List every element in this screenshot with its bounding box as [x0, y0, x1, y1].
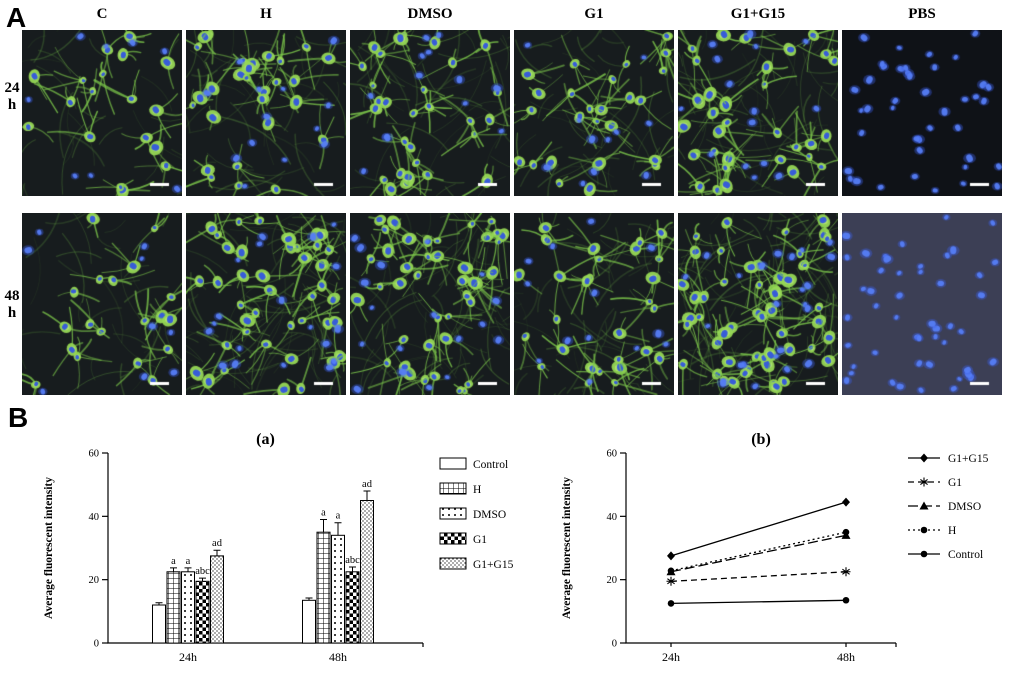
- significance-label: ad: [362, 479, 373, 490]
- micrograph-dmso-48h: [350, 213, 510, 395]
- bar-chart-svg: (a) Average fluorescent intensity 0 20 40 60 2…: [43, 431, 514, 664]
- svg-text:20: 20: [89, 575, 100, 586]
- line-chart-ylabel: Average fluorescent intensity: [561, 477, 573, 619]
- svg-text:40: 40: [89, 512, 100, 523]
- bar-legend-item: Control: [439, 457, 508, 471]
- panel-a-label: A: [6, 2, 27, 33]
- micrograph-g1-48h: [514, 213, 674, 395]
- micrograph-g1-g15-24h: [678, 30, 838, 196]
- panel-b-label: B: [8, 402, 29, 433]
- bar-legend-item: G1+G15: [439, 557, 514, 571]
- bar-chart-ylabel: Average fluorescent intensity: [43, 477, 55, 619]
- micrograph-dmso-24h: [350, 30, 510, 196]
- line-x-tick: 48h: [837, 650, 855, 664]
- row-label-24h-line2: h: [7, 97, 17, 113]
- line-x-tick: 24h: [662, 650, 680, 664]
- svg-text:DMSO: DMSO: [948, 501, 981, 513]
- svg-text:H: H: [473, 484, 481, 496]
- line-chart-title: (b): [751, 431, 771, 448]
- micrograph-h-48h: [186, 213, 346, 395]
- micrograph-pbs-24h: [842, 30, 1002, 196]
- line-legend-item: Control: [908, 549, 983, 561]
- micrograph-g1-24h: [514, 30, 674, 196]
- micrograph-row-24h: [22, 30, 1002, 196]
- significance-label: abc: [195, 566, 210, 577]
- bar-chart-title: (a): [256, 431, 275, 448]
- micrograph-row-48h: [22, 213, 1002, 395]
- row-label-24h: 24 h: [2, 80, 22, 114]
- significance-label: abc: [345, 555, 360, 566]
- line-chart: (b) Average fluorescent intensity 0 20 40 60 2…: [556, 428, 1016, 685]
- svg-text:DMSO: DMSO: [473, 509, 506, 521]
- bar-legend-item: G1: [439, 532, 487, 546]
- column-header-pbs: PBS: [908, 6, 936, 22]
- micrograph-pbs-48h: [842, 213, 1002, 395]
- row-label-48h-line2: h: [7, 305, 17, 321]
- svg-text:G1: G1: [473, 534, 487, 546]
- column-header-g1: G1: [584, 6, 604, 22]
- svg-text:G1+G15: G1+G15: [948, 453, 989, 465]
- line-legend-item: DMSO: [908, 501, 981, 513]
- svg-text:G1: G1: [948, 477, 962, 489]
- svg-text:0: 0: [612, 639, 617, 650]
- significance-label: a: [336, 511, 341, 522]
- line-legend-item: G1: [908, 477, 962, 489]
- row-label-24h-line1: 24: [4, 80, 20, 96]
- bar-x-tick: 48h: [329, 650, 347, 664]
- svg-text:60: 60: [607, 449, 618, 460]
- bar-legend-item: H: [439, 482, 481, 496]
- micrograph-c-48h: [22, 213, 182, 395]
- svg-text:Control: Control: [948, 549, 983, 561]
- row-label-48h: 48 h: [2, 288, 22, 322]
- line-legend-item: H: [908, 525, 956, 537]
- significance-label: a: [321, 508, 326, 519]
- line-legend-item: G1+G15: [908, 453, 989, 465]
- bar-legend-item: DMSO: [439, 507, 506, 521]
- micrograph-h-24h: [186, 30, 346, 196]
- column-header-dmso: DMSO: [407, 6, 453, 22]
- column-header-c: C: [96, 6, 108, 22]
- bar-x-tick: 24h: [179, 650, 197, 664]
- line-chart-svg: (b) Average fluorescent intensity 0 20 40 60 2…: [561, 431, 989, 664]
- panel-a-column-headers: C H DMSO G1 G1+G15 PBS: [22, 6, 1006, 23]
- column-header-h: H: [260, 6, 272, 22]
- svg-text:40: 40: [607, 512, 618, 523]
- svg-text:60: 60: [89, 449, 100, 460]
- micrograph-g1-g15-48h: [678, 213, 838, 395]
- svg-text:Control: Control: [473, 459, 508, 471]
- significance-label: a: [186, 556, 191, 567]
- significance-label: ad: [212, 538, 223, 549]
- svg-text:G1+G15: G1+G15: [473, 559, 514, 571]
- svg-text:0: 0: [94, 639, 99, 650]
- micrograph-c-24h: [22, 30, 182, 196]
- significance-label: a: [171, 556, 176, 567]
- bar-chart: (a) Average fluorescent intensity 0 20 40 60 2…: [38, 428, 553, 685]
- svg-text:H: H: [948, 525, 956, 537]
- svg-text:20: 20: [607, 575, 618, 586]
- column-header-g1-g15: G1+G15: [730, 6, 786, 22]
- row-label-48h-line1: 48: [4, 288, 20, 304]
